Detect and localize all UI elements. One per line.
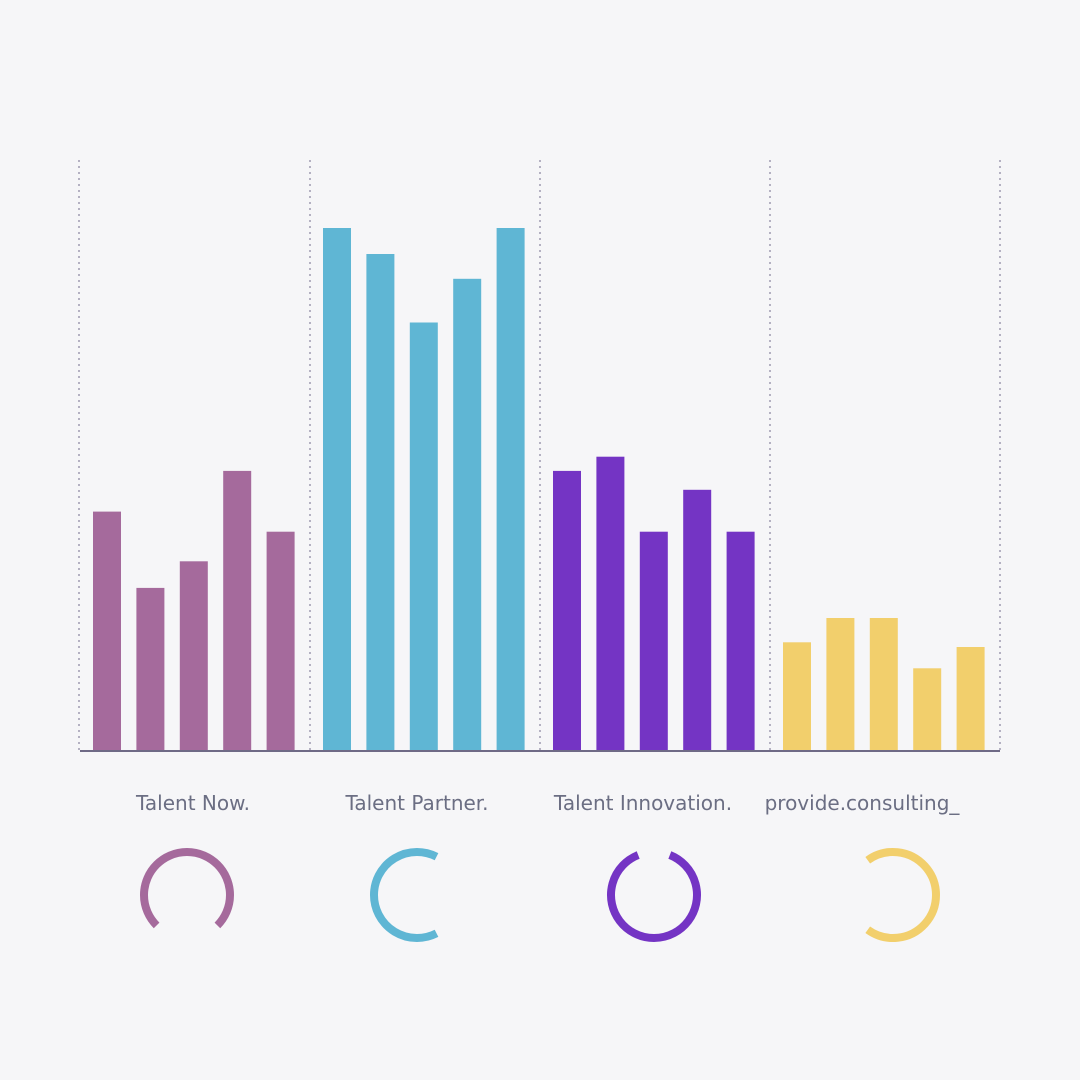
bar	[366, 254, 394, 751]
group-dividers	[79, 160, 1000, 751]
bar	[596, 457, 624, 751]
bar	[497, 228, 525, 751]
progress-ring	[374, 852, 437, 938]
progress-ring	[144, 852, 230, 925]
bar	[826, 618, 854, 751]
bar	[93, 512, 121, 751]
category-label: provide.consulting_	[765, 791, 961, 815]
bar	[640, 532, 668, 751]
bar	[180, 561, 208, 751]
bar	[727, 532, 755, 751]
bar	[323, 228, 351, 751]
bar	[870, 618, 898, 751]
bar	[267, 532, 295, 751]
bar	[553, 471, 581, 751]
bar	[223, 471, 251, 751]
bar	[683, 490, 711, 751]
category-label: Talent Partner.	[344, 791, 488, 815]
bar	[453, 279, 481, 751]
category-label: Talent Now.	[135, 791, 250, 815]
bar	[783, 642, 811, 751]
progress-ring	[611, 855, 697, 938]
category-label: Talent Innovation.	[553, 791, 732, 815]
category-labels: Talent Now. Talent Partner. Talent Innovat…	[135, 791, 960, 815]
progress-ring	[868, 852, 936, 938]
bar-layer	[93, 228, 985, 751]
bar	[957, 647, 985, 751]
ring-indicators	[144, 852, 936, 938]
bar	[913, 668, 941, 751]
bar	[136, 588, 164, 751]
bar	[410, 323, 438, 752]
